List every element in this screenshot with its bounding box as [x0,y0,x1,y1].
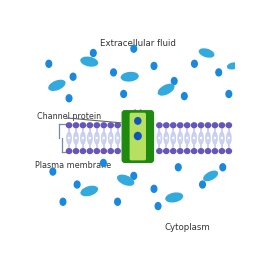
Ellipse shape [111,69,116,76]
Ellipse shape [74,181,80,188]
Ellipse shape [80,149,86,153]
Ellipse shape [226,90,232,97]
Ellipse shape [219,149,224,153]
Ellipse shape [66,149,72,153]
Ellipse shape [115,198,120,205]
Ellipse shape [171,149,176,153]
Ellipse shape [80,57,98,67]
Ellipse shape [60,198,66,205]
Text: Extracellular fluid: Extracellular fluid [100,39,176,48]
Ellipse shape [199,48,215,58]
Ellipse shape [80,186,98,196]
FancyBboxPatch shape [122,111,153,162]
Ellipse shape [151,185,157,192]
Ellipse shape [117,174,134,186]
Ellipse shape [87,149,92,153]
Ellipse shape [158,84,175,96]
Text: Plasma membrane: Plasma membrane [35,161,111,170]
Ellipse shape [164,123,169,128]
Ellipse shape [212,149,218,153]
Text: Channel protein: Channel protein [37,112,101,121]
Ellipse shape [48,80,66,91]
Ellipse shape [205,149,211,153]
Ellipse shape [192,60,197,67]
Ellipse shape [121,72,139,82]
Ellipse shape [101,123,106,128]
Ellipse shape [192,149,197,153]
Ellipse shape [171,123,176,128]
Ellipse shape [219,123,224,128]
Ellipse shape [121,90,127,97]
Ellipse shape [226,149,232,153]
Ellipse shape [87,123,92,128]
Ellipse shape [171,78,177,85]
Ellipse shape [131,172,137,179]
Ellipse shape [165,192,183,202]
Ellipse shape [91,50,96,57]
Ellipse shape [164,149,169,153]
Ellipse shape [94,123,99,128]
Ellipse shape [108,149,113,153]
Text: Cytoplasm: Cytoplasm [165,223,211,232]
Ellipse shape [155,203,161,209]
Ellipse shape [94,149,99,153]
Ellipse shape [185,149,190,153]
Ellipse shape [181,93,187,100]
Ellipse shape [135,118,141,124]
Ellipse shape [66,95,72,102]
Ellipse shape [226,123,232,128]
Ellipse shape [212,123,218,128]
Ellipse shape [108,123,113,128]
Ellipse shape [220,164,226,171]
Ellipse shape [100,160,106,166]
Ellipse shape [227,62,239,69]
Ellipse shape [203,171,218,181]
Ellipse shape [192,123,197,128]
Ellipse shape [175,164,181,171]
Ellipse shape [73,123,79,128]
Ellipse shape [151,62,157,69]
Ellipse shape [198,123,204,128]
Ellipse shape [131,45,137,52]
Ellipse shape [101,149,106,153]
Ellipse shape [73,149,79,153]
Ellipse shape [50,168,56,175]
Ellipse shape [157,123,162,128]
Ellipse shape [66,123,72,128]
Ellipse shape [177,123,183,128]
Ellipse shape [198,149,204,153]
Ellipse shape [46,60,52,67]
Ellipse shape [115,149,120,153]
Ellipse shape [115,123,120,128]
Ellipse shape [185,123,190,128]
Ellipse shape [157,149,162,153]
Ellipse shape [200,181,205,188]
Ellipse shape [177,149,183,153]
Ellipse shape [216,69,222,76]
Ellipse shape [70,73,76,80]
Ellipse shape [205,123,211,128]
FancyBboxPatch shape [130,113,146,160]
Ellipse shape [134,132,141,139]
Ellipse shape [80,123,86,128]
